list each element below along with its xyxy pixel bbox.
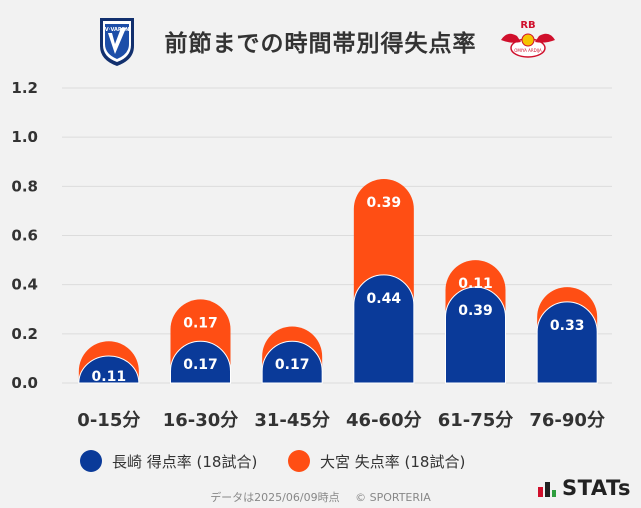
x-tick-label: 0-15分 — [77, 410, 140, 431]
stats-logo-icon — [538, 482, 557, 497]
legend-item-home: 長崎 得点率 (18試合) — [80, 450, 257, 472]
y-axis-ticks: 0.0 0.2 0.4 0.6 0.8 1.0 1.2 — [11, 79, 38, 392]
data-label-home: 0.44 — [367, 291, 402, 307]
data-label-away: 0.17 — [183, 315, 218, 331]
stats-brand: STATs — [537, 476, 631, 500]
bars — [78, 178, 598, 384]
data-label-home: 0.39 — [458, 303, 493, 319]
data-label-home: 0.17 — [183, 357, 218, 373]
footer: データは2025/06/09時点 © SPORTERIA — [0, 489, 641, 505]
bar-home — [170, 340, 231, 384]
y-tick-label: 0.6 — [11, 227, 38, 245]
legend-swatch-away — [288, 450, 310, 472]
y-tick-label: 1.0 — [11, 128, 38, 146]
bar-home — [353, 274, 415, 384]
legend-swatch-home — [80, 450, 102, 472]
data-labels: 0.11 0.17 0.17 0.17 0.44 0.39 0.39 0.11 0.33 — [92, 195, 585, 385]
bar-home — [78, 355, 140, 384]
stats-brand-text: STATs — [562, 476, 631, 500]
v-varen-logo: V·VAREN — [97, 16, 137, 72]
y-tick-label: 0.2 — [11, 325, 38, 343]
y-tick-label: 0.0 — [11, 374, 38, 392]
svg-text:V·VAREN: V·VAREN — [105, 27, 130, 33]
bar-home — [445, 286, 506, 384]
data-label-home: 0.33 — [550, 318, 585, 334]
y-tick-label: 0.8 — [11, 177, 38, 195]
svg-text:RB: RB — [520, 20, 535, 31]
x-tick-label: 76-90分 — [529, 410, 605, 431]
x-axis-ticks: 0-15分 16-30分 31-45分 46-60分 61-75分 76-90分 — [77, 410, 605, 431]
data-date-note: データは2025/06/09時点 — [210, 491, 340, 504]
x-tick-label: 61-75分 — [438, 410, 514, 431]
x-tick-label: 46-60分 — [346, 410, 422, 431]
legend-label-away: 大宮 失点率 (18試合) — [320, 452, 466, 471]
y-tick-label: 1.2 — [11, 79, 38, 97]
data-label-home: 0.17 — [275, 357, 310, 373]
chart-title: 前節までの時間帯別得失点率 — [164, 31, 477, 57]
rb-omiya-logo: RB OMIYA ARDIJA — [497, 18, 559, 64]
bar-home — [261, 340, 323, 384]
x-tick-label: 31-45分 — [254, 410, 330, 431]
data-label-home: 0.11 — [92, 369, 127, 385]
legend-item-away: 大宮 失点率 (18試合) — [288, 450, 465, 472]
bar-home — [536, 301, 598, 384]
grid-lines — [62, 87, 612, 384]
y-tick-label: 0.4 — [11, 276, 38, 294]
data-label-away: 0.39 — [367, 195, 402, 211]
copyright-text: © SPORTERIA — [355, 491, 431, 504]
svg-text:OMIYA ARDIJA: OMIYA ARDIJA — [514, 48, 542, 53]
data-label-away: 0.11 — [458, 276, 493, 292]
legend-label-home: 長崎 得点率 (18試合) — [112, 452, 258, 471]
x-tick-label: 16-30分 — [163, 410, 239, 431]
